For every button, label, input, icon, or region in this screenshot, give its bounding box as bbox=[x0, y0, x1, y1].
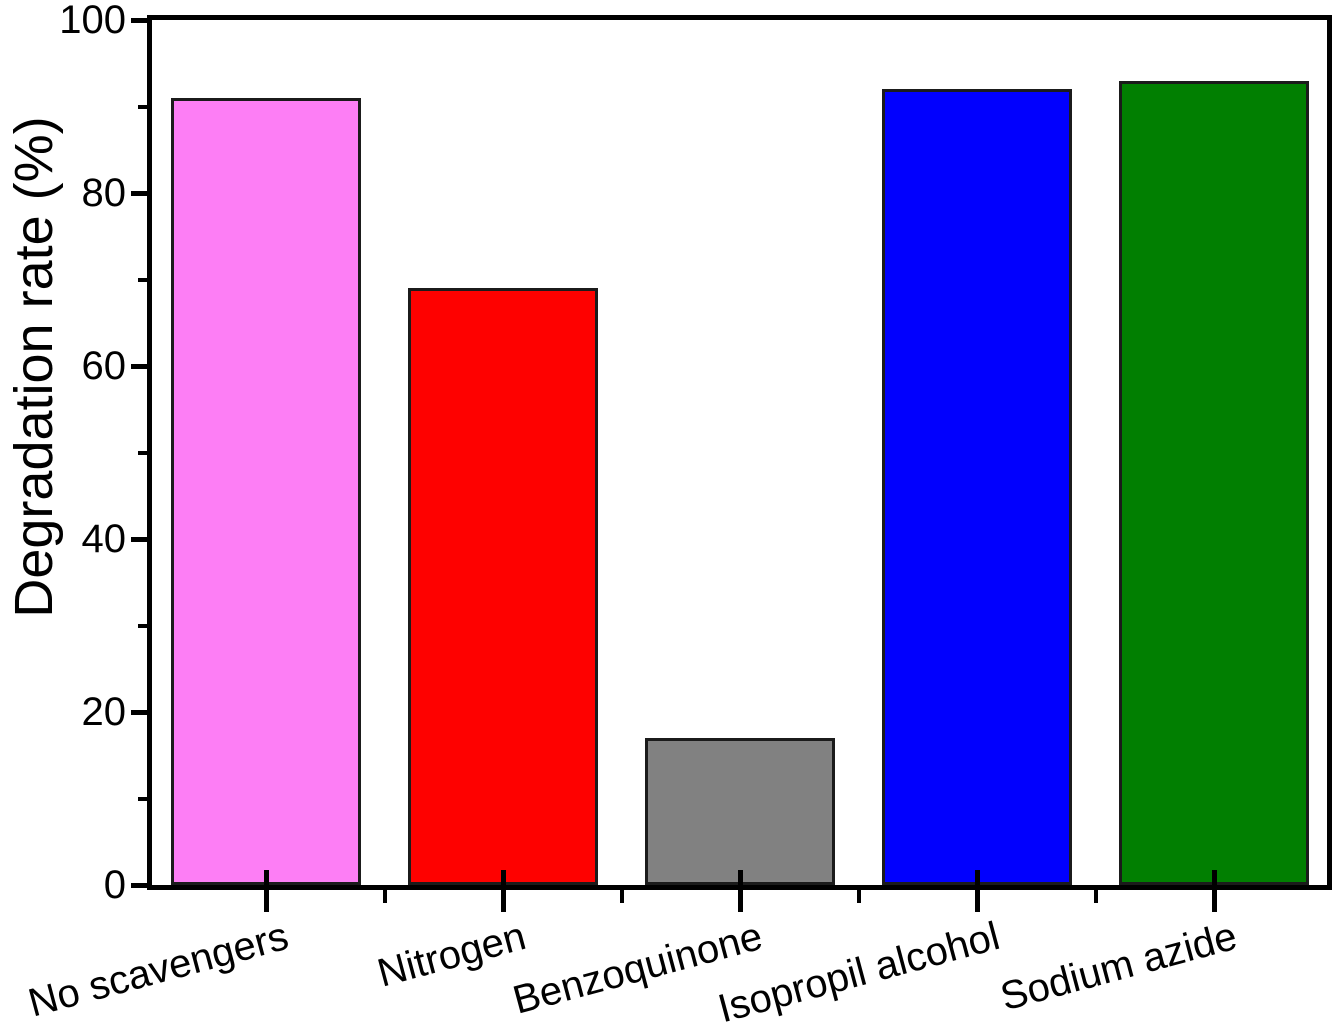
x-minor-tick-2 bbox=[619, 890, 624, 903]
bar-benzoquinone bbox=[645, 737, 835, 885]
plot-area: 0 20 40 60 80 100 bbox=[59, 0, 1332, 912]
bar-no-scavengers bbox=[171, 97, 361, 885]
y-tick-label-60: 60 bbox=[81, 344, 127, 388]
y-major-tick-80 bbox=[131, 190, 152, 196]
y-major-tick-60 bbox=[131, 363, 152, 369]
x-minor-tick-1 bbox=[382, 890, 387, 903]
y-axis-title: Degradation rate (%) bbox=[4, 116, 64, 618]
x-category-label-no-scavengers: No scavengers bbox=[24, 914, 294, 1026]
y-minor-tick-10 bbox=[138, 796, 152, 801]
y-tick-label-20: 20 bbox=[81, 690, 127, 734]
y-tick-label-40: 40 bbox=[81, 517, 127, 561]
bar-nitrogen bbox=[408, 288, 598, 885]
y-tick-label-80: 80 bbox=[81, 171, 127, 215]
x-category-label-sodium-azide: Sodium azide bbox=[995, 914, 1242, 1020]
y-tick-label-0: 0 bbox=[103, 863, 126, 907]
y-minor-tick-50 bbox=[138, 450, 152, 455]
y-major-tick-20 bbox=[131, 709, 152, 715]
y-minor-tick-30 bbox=[138, 623, 152, 628]
x-major-tick-no-scavengers bbox=[263, 870, 269, 912]
x-minor-tick-4 bbox=[1093, 890, 1098, 903]
y-major-tick-100 bbox=[131, 17, 152, 23]
y-minor-tick-70 bbox=[138, 277, 152, 282]
x-major-tick-sodium-azide bbox=[1211, 870, 1217, 912]
x-category-label-nitrogen: Nitrogen bbox=[372, 914, 531, 996]
x-minor-tick-3 bbox=[856, 890, 861, 903]
x-major-tick-isopropil-alcohol bbox=[974, 870, 980, 912]
y-major-tick-40 bbox=[131, 536, 152, 542]
bar-sodium-azide bbox=[1119, 80, 1309, 885]
y-tick-label-100: 100 bbox=[59, 0, 126, 42]
x-major-tick-nitrogen bbox=[500, 870, 506, 912]
y-minor-tick-90 bbox=[138, 104, 152, 109]
y-major-tick-0 bbox=[131, 882, 152, 888]
bar-isopropil-alcohol bbox=[882, 89, 1072, 885]
x-major-tick-benzoquinone bbox=[737, 870, 743, 912]
